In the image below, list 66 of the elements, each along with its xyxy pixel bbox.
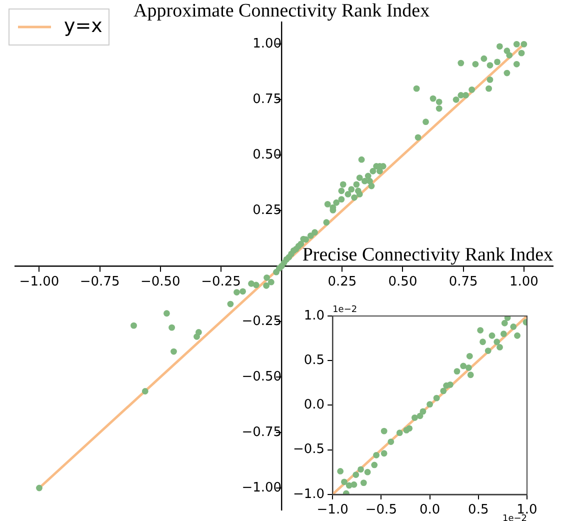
- point: [496, 344, 503, 350]
- x-tick-label: 0.50: [388, 274, 418, 290]
- point: [360, 480, 367, 486]
- x-tick-label: −0.75: [80, 274, 120, 290]
- point: [454, 368, 460, 375]
- point: [484, 348, 492, 354]
- y-tick-label: −0.5: [292, 442, 325, 458]
- point: [406, 425, 413, 432]
- y-tick-label: −1.0: [292, 486, 325, 502]
- y-tick-label: −0.50: [242, 369, 282, 384]
- y-tick-label: 1.00: [252, 36, 282, 52]
- point: [352, 472, 360, 478]
- point: [494, 338, 500, 346]
- point: [510, 324, 517, 330]
- y-tick-label: −0.25: [242, 314, 282, 329]
- point: [358, 466, 364, 473]
- point: [501, 320, 508, 326]
- point: [433, 394, 440, 402]
- legend-label: y=x: [64, 14, 102, 37]
- x-tick-label: 0.5: [468, 502, 489, 518]
- y-tick-label: 1.0: [304, 308, 325, 324]
- y-tick-label: 0.0: [304, 398, 325, 413]
- annotation: 1e−2: [332, 304, 358, 315]
- point: [514, 332, 520, 339]
- y-axis-title: Approximate Connectivity Rank Index: [134, 0, 430, 22]
- point: [440, 388, 447, 394]
- point: [443, 382, 450, 389]
- point: [380, 450, 388, 457]
- x-tick-label: 1.00: [509, 274, 538, 290]
- point: [396, 430, 403, 436]
- x-tick-label: −0.5: [365, 502, 397, 518]
- y-tick-label: 0.50: [252, 148, 282, 163]
- x-tick-label: −1.00: [19, 274, 60, 290]
- point: [388, 438, 394, 445]
- x-tick-label: 0.0: [419, 502, 440, 518]
- x-tick-label: −0.50: [140, 274, 180, 290]
- point: [373, 452, 380, 458]
- point: [337, 468, 344, 474]
- x-tick-label: −0.25: [201, 274, 241, 290]
- y-tick-label: −1.00: [242, 480, 282, 496]
- x-axis-title: Precise Connectivity Rank Index: [302, 244, 554, 266]
- point: [504, 316, 511, 321]
- point: [480, 338, 486, 346]
- point: [460, 362, 467, 370]
- x-tick-label: 0.75: [448, 274, 478, 290]
- point: [465, 364, 472, 371]
- point: [412, 414, 418, 421]
- point: [477, 327, 484, 334]
- x-tick-label: −1.0: [316, 502, 348, 518]
- y-tick-label: 0.75: [252, 92, 282, 108]
- point: [488, 332, 496, 339]
- point: [364, 468, 371, 476]
- y-tick-label: 0.25: [252, 203, 282, 218]
- point: [426, 401, 433, 408]
- point: [416, 412, 424, 420]
- y-tick-label: 0.5: [304, 352, 325, 368]
- point: [371, 462, 378, 468]
- text: 1e−2: [502, 514, 527, 521]
- point: [500, 330, 507, 338]
- x-tick-label: 0.25: [328, 274, 357, 290]
- point: [380, 428, 388, 434]
- y-tick-label: −0.75: [242, 424, 282, 440]
- point: [467, 372, 474, 378]
- point: [466, 352, 473, 360]
- point: [341, 478, 348, 486]
- point: [350, 481, 358, 488]
